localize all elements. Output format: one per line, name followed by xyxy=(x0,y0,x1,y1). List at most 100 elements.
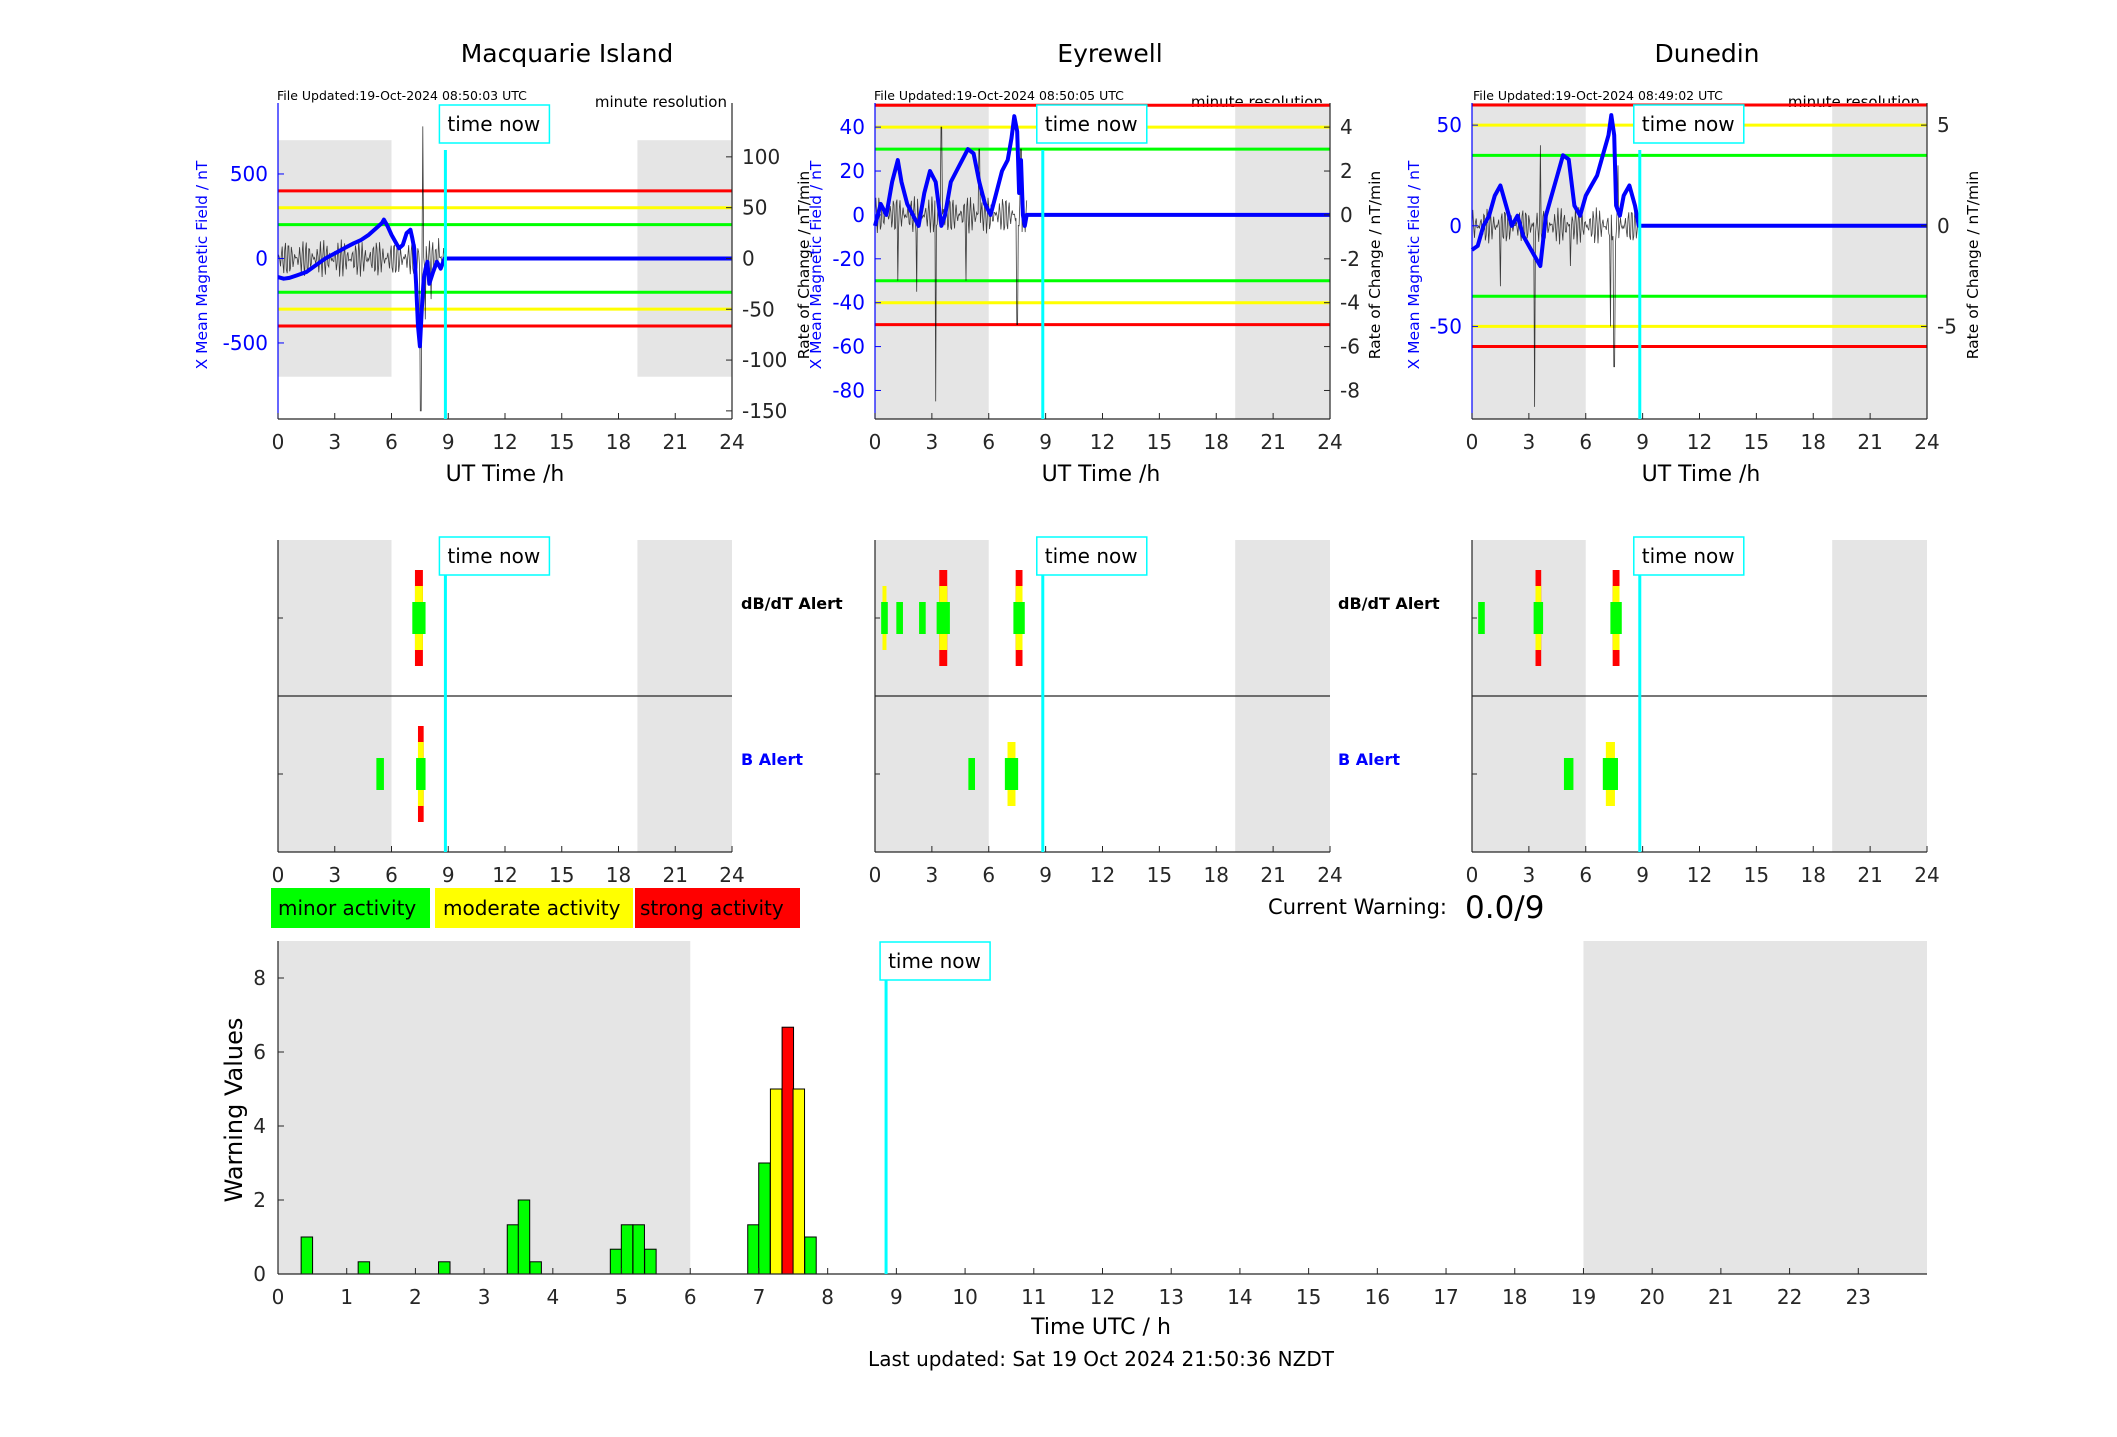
warning-x-tick-label: 0 xyxy=(272,1285,285,1309)
night-shading xyxy=(1235,103,1330,419)
time-now-label: time now xyxy=(1045,544,1138,568)
right-tick-label: -5 xyxy=(1937,314,1957,338)
x-axis-label: UT Time /h xyxy=(446,462,565,487)
x-tick-label: 0 xyxy=(869,430,882,454)
alert-x-tick-label: 18 xyxy=(1204,863,1229,887)
warning-x-tick-label: 3 xyxy=(478,1285,491,1309)
night-shading xyxy=(875,103,989,419)
left-tick-label: 50 xyxy=(1437,113,1462,137)
right-tick-label: -150 xyxy=(742,399,787,423)
warning-bar xyxy=(781,1026,795,1275)
right-tick-label: -4 xyxy=(1340,291,1360,315)
station-panel-eyrewell: Eyrewell File Updated:19-Oct-2024 08:50:… xyxy=(807,39,1440,887)
warning-bar xyxy=(792,1088,806,1275)
last-updated-text: Last updated: Sat 19 Oct 2024 21:50:36 N… xyxy=(868,1347,1335,1371)
current-warning-label: Current Warning: xyxy=(1268,895,1447,919)
warning-x-tick-label: 20 xyxy=(1639,1285,1664,1309)
time-now-label: time now xyxy=(888,949,981,973)
warning-x-tick-label: 14 xyxy=(1227,1285,1252,1309)
b-alert-label: B Alert xyxy=(1338,750,1400,769)
alert-marker xyxy=(968,758,976,790)
x-tick-label: 15 xyxy=(549,430,574,454)
right-tick-label: 2 xyxy=(1340,159,1353,183)
alert-marker xyxy=(1563,758,1574,790)
warning-y-axis-label: Warning Values xyxy=(220,1018,248,1203)
alert-x-tick-label: 15 xyxy=(549,863,574,887)
left-axis-label: X Mean Magnetic Field / nT xyxy=(1405,160,1423,369)
alert-x-tick-label: 24 xyxy=(719,863,744,887)
legend-swatch-minor xyxy=(271,888,430,928)
warning-y-tick-label: 8 xyxy=(253,966,266,990)
left-tick-label: 0 xyxy=(852,203,865,227)
alert-x-tick-label: 12 xyxy=(1090,863,1115,887)
x-tick-label: 21 xyxy=(1260,430,1285,454)
warning-x-tick-label: 2 xyxy=(409,1285,422,1309)
warning-x-tick-label: 17 xyxy=(1433,1285,1458,1309)
x-tick-label: 24 xyxy=(719,430,744,454)
warning-x-tick-label: 22 xyxy=(1777,1285,1802,1309)
x-tick-label: 9 xyxy=(442,430,455,454)
warning-bar xyxy=(300,1236,314,1275)
x-axis-label: UT Time /h xyxy=(1042,462,1161,487)
x-tick-label: 3 xyxy=(328,430,341,454)
time-now-box xyxy=(1633,104,1745,144)
alert-x-tick-label: 9 xyxy=(442,863,455,887)
warning-x-tick-label: 4 xyxy=(546,1285,559,1309)
alert-x-tick-label: 3 xyxy=(328,863,341,887)
x-tick-label: 0 xyxy=(272,430,285,454)
left-tick-label: 0 xyxy=(1449,214,1462,238)
x-tick-label: 18 xyxy=(1204,430,1229,454)
x-tick-label: 24 xyxy=(1317,430,1342,454)
alert-marker xyxy=(896,602,903,634)
right-axis-label: Rate of Change / nT/min xyxy=(1366,171,1384,360)
x-tick-label: 12 xyxy=(492,430,517,454)
warning-x-tick-label: 13 xyxy=(1158,1285,1183,1309)
time-now-box xyxy=(1036,104,1148,144)
x-tick-label: 18 xyxy=(606,430,631,454)
station-title: Eyrewell xyxy=(1057,39,1162,68)
file-updated-text: File Updated:19-Oct-2024 08:49:02 UTC xyxy=(1473,88,1723,103)
time-now-label: time now xyxy=(447,112,540,136)
right-tick-label: 0 xyxy=(742,246,755,270)
alert-x-tick-label: 0 xyxy=(869,863,882,887)
x-tick-label: 18 xyxy=(1801,430,1826,454)
night-shading xyxy=(1832,103,1927,419)
warning-bar xyxy=(620,1224,634,1275)
right-tick-label: 0 xyxy=(1937,214,1950,238)
x-tick-label: 15 xyxy=(1744,430,1769,454)
alert-x-tick-label: 12 xyxy=(1687,863,1712,887)
warning-bar xyxy=(517,1199,531,1275)
warning-x-tick-label: 16 xyxy=(1365,1285,1390,1309)
alert-plot: 0 3 6 9 12 15 18 21 24 time now xyxy=(1466,536,1940,887)
right-tick-label: 0 xyxy=(1340,203,1353,227)
alert-marker xyxy=(881,602,888,634)
warning-bar xyxy=(506,1224,520,1275)
alert-x-tick-label: 12 xyxy=(492,863,517,887)
alert-marker xyxy=(1004,758,1019,790)
x-tick-label: 9 xyxy=(1039,430,1052,454)
alert-x-tick-label: 21 xyxy=(1857,863,1882,887)
rate-of-change-trace xyxy=(874,126,1028,402)
warning-y-tick-label: 2 xyxy=(253,1188,266,1212)
left-tick-label: -50 xyxy=(1429,314,1462,338)
alert-x-tick-label: 18 xyxy=(1801,863,1826,887)
activity-legend: minor activity moderate activity strong … xyxy=(271,888,800,928)
x-tick-label: 6 xyxy=(1579,430,1592,454)
time-now-label: time now xyxy=(1642,112,1735,136)
alert-x-tick-label: 15 xyxy=(1744,863,1769,887)
magnetic-field-trace xyxy=(873,114,1330,228)
warning-x-tick-label: 12 xyxy=(1090,1285,1115,1309)
warning-y-tick-label: 0 xyxy=(253,1262,266,1286)
warning-bar xyxy=(438,1261,451,1275)
current-warning-value: 0.0/9 xyxy=(1465,890,1544,926)
alert-x-tick-label: 21 xyxy=(663,863,688,887)
alert-x-tick-label: 9 xyxy=(1636,863,1649,887)
warning-x-tick-label: 19 xyxy=(1571,1285,1596,1309)
x-tick-label: 15 xyxy=(1147,430,1172,454)
night-shading xyxy=(1472,103,1586,419)
warning-bar xyxy=(644,1248,657,1275)
warning-bar xyxy=(529,1261,542,1275)
